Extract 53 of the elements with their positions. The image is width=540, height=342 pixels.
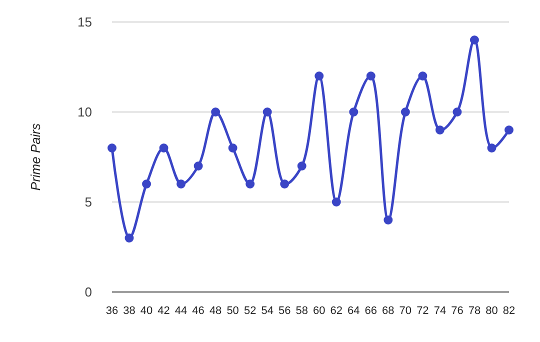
point (366, 72, 376, 80)
x-tick-label: 78 (468, 305, 481, 317)
x-tick-label: 74 (434, 305, 446, 317)
point (194, 162, 203, 170)
x-tick-label: 52 (244, 305, 256, 317)
point (400, 108, 410, 116)
x-tick-label: 48 (209, 305, 222, 317)
x-tick-label: 38 (123, 305, 136, 317)
x-tick-label: 64 (348, 305, 360, 317)
x-tick-label: 44 (174, 305, 188, 317)
x-tick-label: 40 (140, 305, 153, 317)
point (384, 216, 393, 224)
x-tick-label: 58 (296, 305, 308, 317)
point (452, 108, 462, 116)
x-tick-label: 80 (486, 305, 498, 317)
y-tick-label: 10 (78, 104, 92, 120)
point (228, 144, 238, 152)
point (246, 180, 255, 188)
x-tick-label: 70 (399, 305, 412, 317)
point (142, 180, 152, 188)
x-tick-label: 46 (192, 305, 204, 317)
x-tick-label: 66 (364, 305, 378, 317)
point (314, 72, 324, 80)
point (211, 108, 220, 116)
point (280, 180, 290, 188)
x-tick-label: 54 (261, 305, 274, 317)
x-tick-label: 82 (502, 305, 516, 317)
point (262, 108, 272, 116)
y-axis-title: Prime Pairs (28, 122, 43, 191)
x-tick-label: 62 (330, 305, 343, 317)
point (297, 162, 306, 170)
point (418, 72, 428, 80)
y-tick-label: 15 (78, 14, 92, 30)
x-tick-label: 72 (416, 305, 429, 317)
point (124, 234, 134, 242)
x-tick-label: 68 (382, 305, 394, 317)
point (349, 108, 358, 116)
point (159, 144, 168, 152)
x-tick-label: 42 (158, 305, 170, 317)
point (108, 144, 116, 152)
x-tick-label: 76 (451, 305, 464, 317)
y-tick-label: 0 (84, 284, 92, 300)
x-tick-label: 60 (313, 305, 326, 317)
x-tick-label: 36 (106, 305, 118, 317)
x-tick-label: 56 (278, 305, 291, 317)
point (504, 126, 514, 134)
point (176, 180, 186, 188)
point (470, 36, 479, 44)
y-tick-label: 5 (84, 194, 92, 210)
point (487, 144, 496, 152)
point (435, 126, 444, 134)
point (332, 198, 341, 206)
x-tick-label: 50 (226, 305, 239, 317)
